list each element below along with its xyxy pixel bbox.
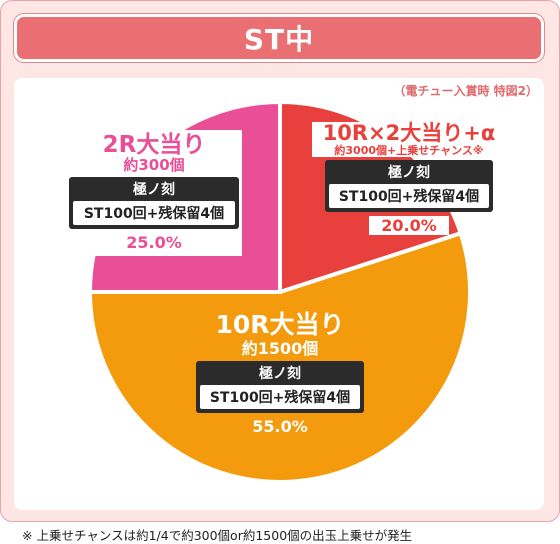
- slice-name: 10R大当り: [215, 310, 345, 339]
- slice-label-r10x2: 10R×2大当り+α 約3000個+上乗せチャンス※ 極ノ刻 ST100回+残保…: [312, 122, 506, 236]
- slice-box: 極ノ刻 ST100回+残保留4個: [69, 176, 239, 229]
- slice-box: 極ノ刻 ST100回+残保留4個: [196, 360, 364, 413]
- slice-box-title: 極ノ刻: [133, 181, 175, 198]
- header-bar: ST中: [14, 14, 544, 62]
- slice-box-detail: ST100回+残保留4個: [329, 184, 489, 209]
- footnote: ※ 上乗せチャンスは約1/4で約300個or約1500個の出玉上乗せが発生: [22, 528, 413, 543]
- slice-percent: 55.0%: [252, 416, 308, 436]
- pie-slice-r10: [87, 230, 472, 484]
- slice-box-title: 極ノ刻: [388, 165, 430, 182]
- slice-count: 約3000個+上乗せチャンス※: [312, 144, 506, 158]
- slice-box: 極ノ刻 ST100回+残保留4個: [325, 160, 493, 213]
- slice-count: 約300個: [123, 156, 185, 174]
- source-note: （電チュー入賞時 特図2）: [393, 84, 538, 98]
- slice-percent: 20.0%: [369, 216, 449, 236]
- slice-label-r10: 10R大当り 約1500個 極ノ刻 ST100回+残保留4個 55.0%: [190, 312, 370, 436]
- slice-box-detail: ST100回+残保留4個: [200, 384, 360, 409]
- slice-box-detail: ST100回+残保留4個: [73, 200, 235, 225]
- slice-name: 10R×2大当り+α: [312, 122, 506, 145]
- slice-percent: 25.0%: [126, 232, 182, 252]
- slice-count: 約1500個: [241, 339, 319, 358]
- chart-title: ST中: [243, 23, 315, 56]
- slice-label-r2: 2R大当り 約300個 極ノ刻 ST100回+残保留4個 25.0%: [66, 130, 242, 256]
- slice-box-title: 極ノ刻: [259, 365, 301, 382]
- slice-name: 2R大当り: [102, 132, 206, 158]
